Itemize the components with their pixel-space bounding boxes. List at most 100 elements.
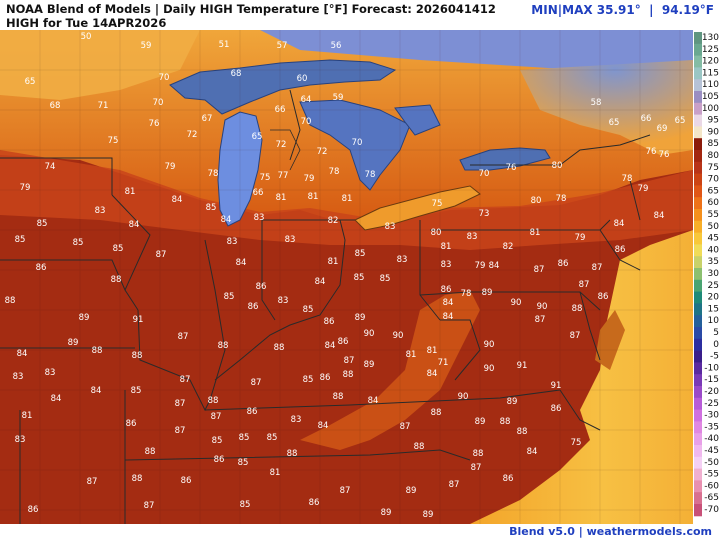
temperature-label: 84	[427, 369, 438, 379]
colorbar-tick-label: 60	[708, 198, 720, 208]
temperature-label: 90	[484, 340, 495, 350]
cold-band-north	[260, 30, 693, 90]
temperature-label: 68	[50, 101, 61, 111]
colorbar-swatch	[694, 114, 702, 127]
map-title: NOAA Blend of Models | Daily HIGH Temper…	[6, 2, 496, 16]
temperature-label: 85	[267, 433, 278, 443]
colorbar-swatch	[694, 197, 702, 210]
temperature-label: 88	[274, 343, 285, 353]
temperature-label: 59	[141, 41, 152, 51]
colorbar-tick-label: -45	[704, 446, 719, 456]
temperature-label: 83	[467, 232, 478, 242]
colorbar-swatch	[694, 315, 702, 328]
temperature-label: 65	[25, 77, 36, 87]
colorbar-tick-label: -25	[704, 399, 719, 409]
temperature-label: 81	[270, 468, 281, 478]
temperature-label: 89	[68, 338, 79, 348]
temperature-label: 87	[592, 263, 603, 273]
colorbar-swatch	[694, 421, 702, 434]
colorbar-tick-label: 20	[708, 293, 720, 303]
colorbar-tick-label: 115	[702, 68, 719, 78]
temperature-label: 79	[304, 174, 315, 184]
temperature-label: 74	[45, 162, 56, 172]
temperature-label: 85	[240, 500, 251, 510]
colorbar-swatch	[694, 43, 702, 57]
colorbar-swatches	[694, 32, 702, 517]
colorbar-swatch	[694, 279, 702, 293]
temperature-label: 89	[381, 508, 392, 518]
temperature-label: 86	[256, 282, 267, 292]
temperature-label: 86	[181, 476, 192, 486]
colorbar-tick-label: 40	[708, 245, 720, 255]
temperature-label: 84	[654, 211, 665, 221]
colorbar-tick-label: 5	[713, 328, 719, 338]
lake-michigan	[217, 111, 263, 227]
temperature-label: 83	[385, 222, 396, 232]
colorbar-swatch	[694, 67, 702, 80]
temperature-label: 65	[252, 132, 263, 142]
temperature-label: 83	[15, 435, 26, 445]
temperature-label: 86	[247, 407, 258, 417]
temperature-label: 85	[15, 235, 26, 245]
temperature-label: 83	[254, 213, 265, 223]
colorbar-tick-label: 45	[708, 234, 719, 244]
colorbar-swatch	[694, 350, 702, 363]
temperature-label: 83	[13, 372, 24, 382]
temperature-label: 80	[531, 196, 542, 206]
temperature-label: 81	[308, 192, 319, 202]
temperature-label: 67	[202, 114, 213, 124]
colorbar-swatch	[694, 445, 702, 458]
state-borders	[0, 89, 651, 524]
colorbar-swatch	[694, 362, 702, 375]
temperature-label: 85	[355, 249, 366, 259]
temperature-label: 88	[145, 447, 156, 457]
temperature-label: 84	[51, 394, 62, 404]
temperature-label: 64	[301, 95, 312, 105]
temperature-label: 88	[92, 346, 103, 356]
temperature-label: 83	[441, 260, 452, 270]
temperature-label: 84	[17, 349, 28, 359]
temperature-label: 87	[251, 378, 262, 388]
temperature-label: 81	[125, 187, 136, 197]
colorbar-swatch	[694, 303, 702, 316]
temperature-label: 50	[81, 32, 92, 42]
temperature-label: 86	[503, 474, 514, 484]
temperature-label: 69	[657, 124, 668, 134]
colorbar-tick-label: 10	[708, 316, 720, 326]
colorbar-swatch	[694, 244, 702, 257]
temperature-label: 90	[393, 331, 404, 341]
colorbar-swatch	[694, 268, 702, 281]
temperature-label: 89	[482, 288, 493, 298]
colorbar-swatch	[694, 79, 702, 92]
colorbar-swatch	[694, 55, 702, 68]
colorbar-swatch	[694, 374, 702, 387]
temperature-label: 87	[344, 356, 355, 366]
temperature-label: 86	[558, 259, 569, 269]
temperature-label: 65	[609, 118, 620, 128]
temperature-label: 84	[236, 258, 247, 268]
temperature-label: 87	[535, 315, 546, 325]
temperature-label: 87	[534, 265, 545, 275]
temperature-label: 87	[87, 477, 98, 487]
temperature-label: 70	[153, 98, 164, 108]
temperature-label: 87	[178, 332, 189, 342]
temperature-label: 88	[473, 449, 484, 459]
temperature-label: 86	[441, 285, 452, 295]
colorbar-ticks: 1301251201151101051009590858075706560555…	[702, 33, 719, 515]
temperature-label: 75	[432, 199, 443, 209]
temperature-label: 85	[303, 375, 314, 385]
temperature-label: 85	[354, 273, 365, 283]
temperature-map[interactable]: 50 59 51 57 56 65 68 71 70 70 76 72 67 75 68 60 64 59 66 70…	[0, 30, 693, 524]
temperature-label: 88	[431, 408, 442, 418]
colorbar-tick-label: -15	[704, 375, 719, 385]
temperature-label: 89	[364, 360, 375, 370]
temperature-label: 79	[638, 184, 649, 194]
temperature-label: 86	[615, 245, 626, 255]
colorbar-tick-label: 65	[708, 186, 719, 196]
temperature-label: 75	[260, 173, 271, 183]
temperature-label: 70	[479, 169, 490, 179]
temperature-label: 70	[159, 73, 170, 83]
temperature-label: 88	[132, 351, 143, 361]
colorbar-tick-label: 50	[708, 222, 720, 232]
temperature-label: 51	[219, 40, 230, 50]
